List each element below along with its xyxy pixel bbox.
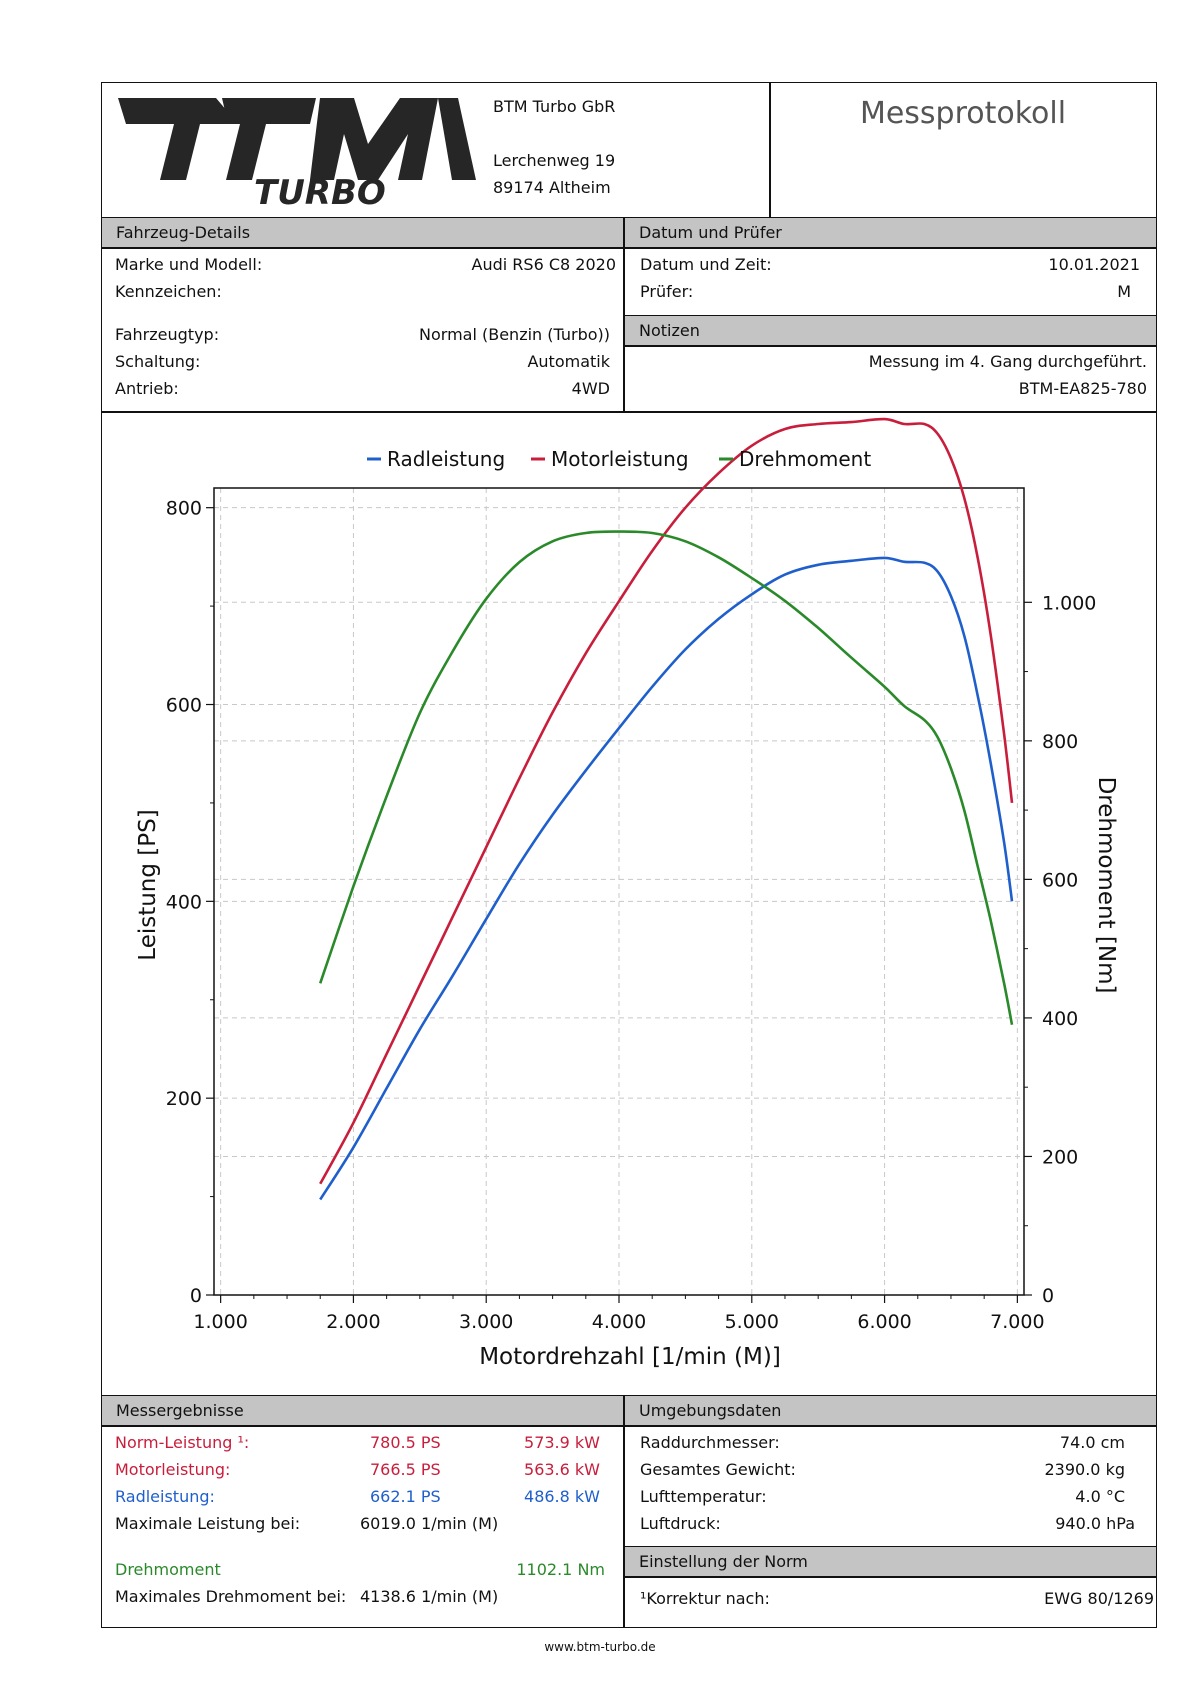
x-tick-label: 3.000 [459,1311,513,1333]
air-temp-value: 4.0 °C [1075,1487,1125,1506]
norm-power-label: Norm-Leistung ¹: [115,1433,250,1452]
series-line-motorleistung [319,417,1014,1185]
y-tick-label: 0 [190,1285,202,1307]
x-tick-label: 1.000 [193,1311,247,1333]
divider [101,1425,1157,1427]
results-header: Messergebnisse [102,1396,623,1425]
y2-tick-label: 600 [1042,869,1078,891]
divider [623,1546,1157,1548]
make-model-label: Marke und Modell: [115,255,263,274]
wheel-power-ps: 662.1 PS [370,1487,441,1506]
total-weight-value: 2390.0 kg [1044,1460,1126,1479]
series-line-radleistung [319,556,1014,1201]
max-torque-rpm: 4138.6 1/min (M) [360,1587,499,1606]
divider [623,1395,625,1628]
datetime-value: 10.01.2021 [1048,255,1140,274]
environment-header: Umgebungsdaten [625,1396,1156,1425]
company-street: Lerchenweg 19 [493,151,616,170]
y-axis-left-label: Leistung [PS] [135,809,161,960]
notes-line-2: BTM-EA825-780 [1018,379,1147,398]
x-tick-label: 6.000 [857,1311,911,1333]
y2-tick-label: 1.000 [1042,592,1096,614]
divider [769,82,771,218]
footer-url: www.btm-turbo.de [544,1640,656,1654]
divider [623,345,1157,347]
torque-label: Drehmoment [115,1560,221,1579]
legend-label-drehmoment: Drehmoment [739,447,871,471]
legend-label-motorleistung: Motorleistung [551,447,689,471]
y-tick-label: 600 [166,695,202,717]
correction-value: EWG 80/1269 [1044,1589,1154,1608]
x-tick-label: 7.000 [990,1311,1044,1333]
norm-settings-header: Einstellung der Norm [625,1547,1156,1576]
engine-power-label: Motorleistung: [115,1460,231,1479]
y2-tick-label: 200 [1042,1146,1078,1168]
x-tick-label: 2.000 [326,1311,380,1333]
engine-power-kw: 563.6 kW [524,1460,600,1479]
max-power-rpm: 6019.0 1/min (M) [360,1514,499,1533]
vehicle-type-value: Normal (Benzin (Turbo)) [419,325,610,344]
svg-text:TURBO: TURBO [254,173,386,208]
total-weight-label: Gesamtes Gewicht: [640,1460,796,1479]
wheel-power-kw: 486.8 kW [524,1487,600,1506]
legend-label-radleistung: Radleistung [387,447,505,471]
norm-power-kw: 573.9 kW [524,1433,600,1452]
air-pressure-label: Luftdruck: [640,1514,721,1533]
y2-tick-label: 0 [1042,1285,1054,1307]
divider [101,1395,1157,1397]
y-tick-label: 800 [166,498,202,520]
max-torque-label: Maximales Drehmoment bei: [115,1587,347,1606]
norm-power-ps: 780.5 PS [370,1433,441,1452]
vehicle-type-label: Fahrzeugtyp: [115,325,220,344]
date-tester-header: Datum und Prüfer [625,218,1156,247]
max-power-label: Maximale Leistung bei: [115,1514,301,1533]
gearbox-value: Automatik [527,352,610,371]
y-tick-label: 400 [166,891,202,913]
divider [623,217,625,411]
company-city: 89174 Altheim [493,178,611,197]
gearbox-label: Schaltung: [115,352,201,371]
y-axis-right-label: Drehmoment [Nm] [1093,777,1119,994]
air-temp-label: Lufttemperatur: [640,1487,767,1506]
wheel-diameter-label: Raddurchmesser: [640,1433,780,1452]
y2-tick-label: 400 [1042,1008,1078,1030]
tester-value: M [1117,282,1131,301]
btm-turbo-logo: TURBO [118,98,476,208]
air-pressure-value: 940.0 hPa [1055,1514,1135,1533]
report-title: Messprotokoll [859,96,1067,131]
x-tick-label: 4.000 [592,1311,646,1333]
datetime-label: Datum und Zeit: [640,255,772,274]
y-tick-label: 200 [166,1088,202,1110]
notes-line-1: Messung im 4. Gang durchgeführt. [868,352,1147,371]
wheel-diameter-value: 74.0 cm [1059,1433,1125,1452]
report-frame [101,82,1157,1628]
divider [101,217,1157,219]
divider [623,1576,1157,1578]
drive-value: 4WD [571,379,610,398]
engine-power-ps: 766.5 PS [370,1460,441,1479]
drive-label: Antrieb: [115,379,179,398]
make-model-value: Audi RS6 C8 2020 [471,255,616,274]
correction-label: ¹Korrektur nach: [640,1589,770,1608]
dyno-chart: 1.000 2.000 3.000 4.000 5.000 6.000 7.000 0 200 4… [135,417,1119,1370]
wheel-power-label: Radleistung: [115,1487,215,1506]
divider [623,315,1157,317]
divider [101,247,1157,249]
notes-header: Notizen [625,316,1156,345]
vehicle-details-header: Fahrzeug-Details [102,218,623,247]
x-axis-label: Motordrehzahl [1/min (M)] [479,1344,781,1370]
divider [101,411,1157,413]
company-name: BTM Turbo GbR [493,97,616,116]
series-line-drehmoment [318,530,1014,1026]
plate-label: Kennzeichen: [115,282,222,301]
tester-label: Prüfer: [640,282,694,301]
y2-tick-label: 800 [1042,731,1078,753]
x-tick-label: 5.000 [725,1311,779,1333]
torque-value: 1102.1 Nm [516,1560,605,1579]
